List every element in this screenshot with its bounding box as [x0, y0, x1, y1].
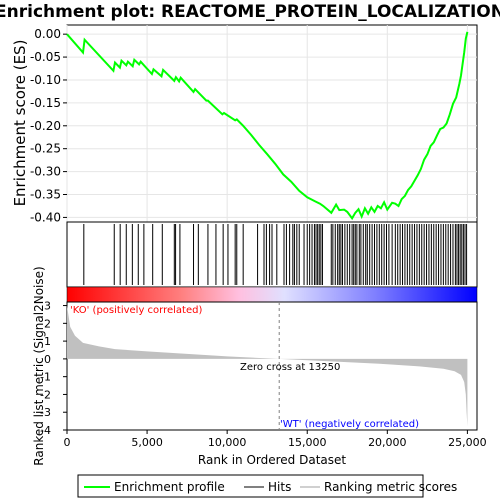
- es-y-tick-label: 0.00: [34, 27, 61, 41]
- es-gridlines: [66, 25, 477, 222]
- metric-x-tick-label: 15,000: [288, 436, 327, 449]
- metric-y-tick-label: 2: [44, 317, 51, 330]
- metric-plot-area: [66, 301, 478, 431]
- es-y-tick-label: -0.10: [30, 73, 61, 87]
- positive-correlation-label: 'KO' (positively correlated): [70, 305, 202, 316]
- enrichment-profile-line: [66, 31, 469, 221]
- metric-y-tick-label: -1: [40, 371, 51, 384]
- legend-label-ranking: Ranking metric scores: [324, 480, 457, 494]
- es-y-tick-label: -0.35: [30, 188, 61, 202]
- metric-x-tick-label: 5,000: [131, 436, 163, 449]
- metric-x-tick-label: 10,000: [208, 436, 247, 449]
- legend: Enrichment profile Hits Ranking metric s…: [77, 474, 457, 498]
- metric-y-tick-label: -3: [40, 406, 51, 419]
- metric-y-axis-label: Ranked list metric (Signal2Noise): [32, 266, 46, 465]
- es-panel: 0.00 -0.05 -0.10 -0.15 -0.20 -0.25 -0.30 -0.35 -…: [11, 24, 478, 224]
- hit-marks: [83, 224, 468, 285]
- metric-x-axis-label: Rank in Ordered Dataset: [198, 453, 346, 467]
- es-y-ticks: 0.00 -0.05 -0.10 -0.15 -0.20 -0.25 -0.30 -0.35 -…: [30, 27, 67, 224]
- metric-y-tick-label: -4: [40, 424, 51, 437]
- metric-x-tick-label: 25,000: [448, 436, 487, 449]
- negative-correlation-label: 'WT' (negatively correlated): [280, 419, 419, 430]
- es-y-tick-label: -0.20: [30, 119, 61, 133]
- hits-panel: [66, 221, 478, 288]
- metric-y-tick-label: -2: [40, 388, 51, 401]
- es-y-tick-label: -0.15: [30, 96, 61, 110]
- metric-panel: 3 2 1 0 -1 -2 -3 -4 0 5,000 10,000 15,000 20,000 25,…: [32, 266, 487, 467]
- metric-x-tick-label: 0: [64, 436, 71, 449]
- metric-y-tick-label: 3: [44, 300, 51, 313]
- metric-x-ticks: 0 5,000 10,000 15,000 20,000 25,000: [64, 430, 487, 449]
- metric-y-tick-label: 0: [44, 353, 51, 366]
- metric-y-ticks: 3 2 1 0 -1 -2 -3 -4: [40, 300, 67, 437]
- rank-color-bar: [66, 286, 478, 303]
- es-y-tick-label: -0.40: [30, 210, 61, 224]
- metric-y-tick-label: 1: [44, 335, 51, 348]
- metric-x-tick-label: 20,000: [368, 436, 407, 449]
- zero-cross-label: Zero cross at 13250: [240, 362, 340, 373]
- chart-title: Enrichment plot: REACTOME_PROTEIN_LOCALI…: [0, 2, 500, 22]
- es-plot-area: [66, 24, 478, 223]
- es-y-axis-label: Enrichment score (ES): [11, 40, 29, 207]
- es-y-tick-label: -0.30: [30, 165, 61, 179]
- legend-label-enrichment: Enrichment profile: [114, 480, 225, 494]
- legend-box: [77, 474, 424, 498]
- es-y-tick-label: -0.25: [30, 142, 61, 156]
- es-y-tick-label: -0.05: [30, 50, 61, 64]
- legend-label-hits: Hits: [268, 480, 291, 494]
